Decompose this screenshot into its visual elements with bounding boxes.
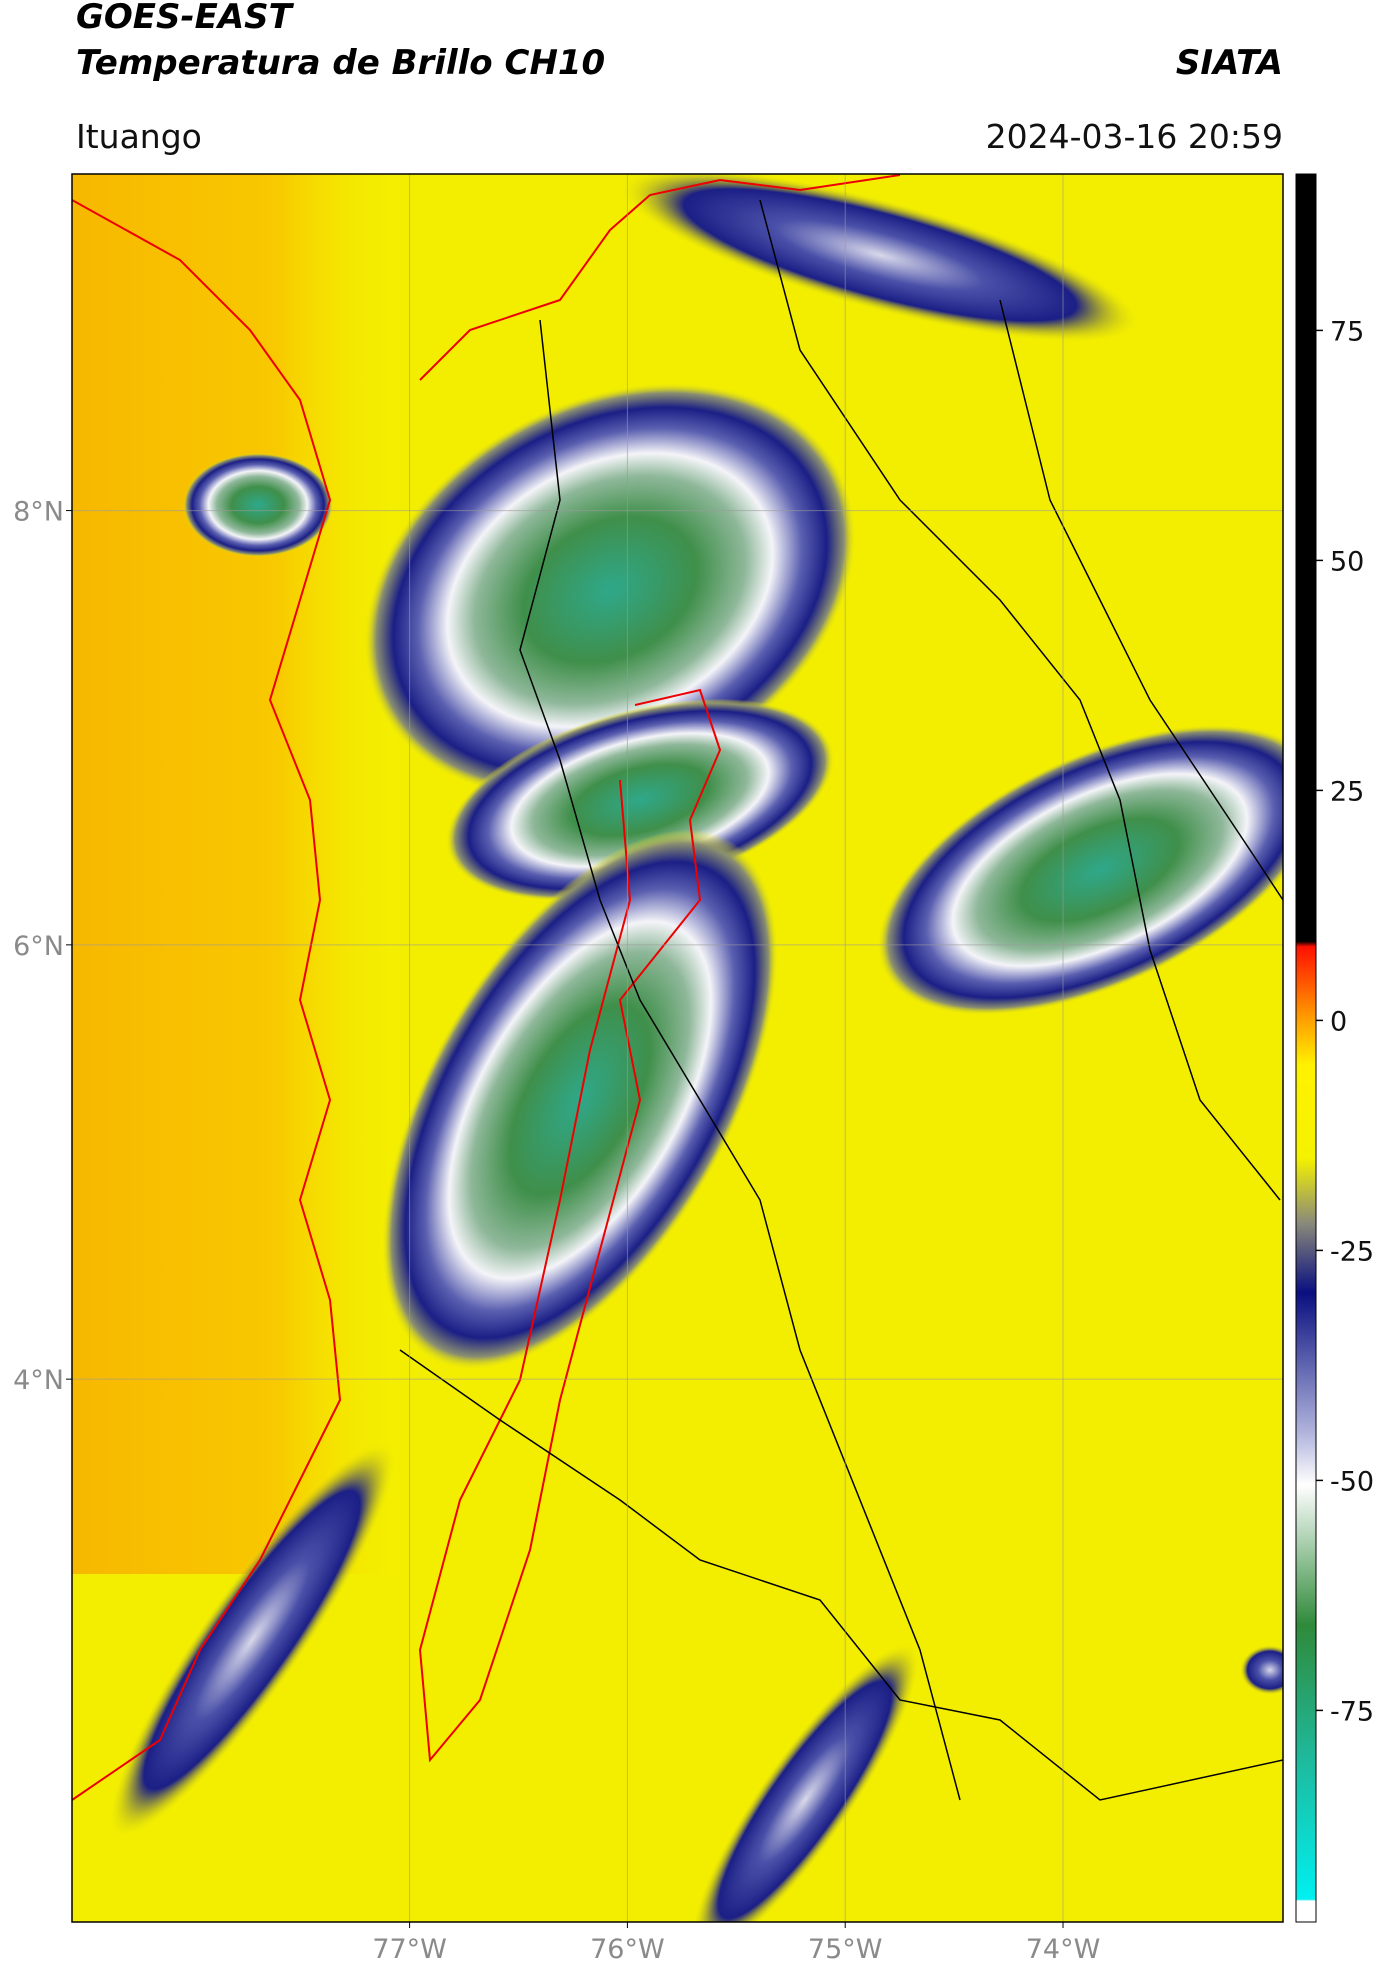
colorbar-tick-label: -75 — [1330, 1696, 1374, 1727]
cloud — [108, 1441, 396, 1839]
lon-tick-label: 74°W — [1026, 1934, 1101, 1965]
lat-tick-label: 8°N — [13, 497, 64, 528]
region: Ituango — [76, 117, 202, 156]
cloud — [618, 174, 1142, 343]
border — [759, 199, 1281, 1201]
cloud — [363, 382, 857, 798]
coastline — [419, 174, 901, 381]
ocean-shade — [72, 174, 412, 1574]
timestamp: 2024-03-16 20:59 — [986, 117, 1283, 156]
lat-tick-label: 4°N — [13, 1365, 64, 1396]
cloud — [1240, 1645, 1283, 1695]
colorbar-tick-label: -25 — [1330, 1236, 1374, 1267]
lon-tick-label: 77°W — [372, 1934, 447, 1965]
map — [72, 174, 1283, 1922]
title: GOES-EAST — [76, 0, 295, 37]
map-frame — [71, 173, 1284, 1923]
border — [999, 299, 1283, 901]
colorbar-tick-label: 50 — [1330, 546, 1364, 577]
lon-tick-label: 76°W — [590, 1934, 665, 1965]
colorbar-tick-label: 25 — [1330, 776, 1364, 807]
source: SIATA — [1176, 43, 1283, 83]
colorbar-tick-label: 75 — [1330, 316, 1364, 347]
lon-tick-label: 75°W — [808, 1934, 883, 1965]
border — [519, 319, 961, 1801]
border — [399, 1349, 1283, 1801]
lat-tick-label: 6°N — [13, 931, 64, 962]
coastline — [72, 199, 342, 1801]
colorbar-tick-label: 0 — [1330, 1006, 1347, 1037]
department-border — [418, 688, 722, 1763]
subtitle: Temperatura de Brillo CH10 — [76, 43, 605, 83]
cloud — [183, 453, 333, 557]
cloud — [689, 1642, 921, 1922]
colorbar — [1295, 173, 1317, 1923]
cloud — [877, 724, 1283, 1016]
colorbar-tick-label: -50 — [1330, 1466, 1374, 1497]
